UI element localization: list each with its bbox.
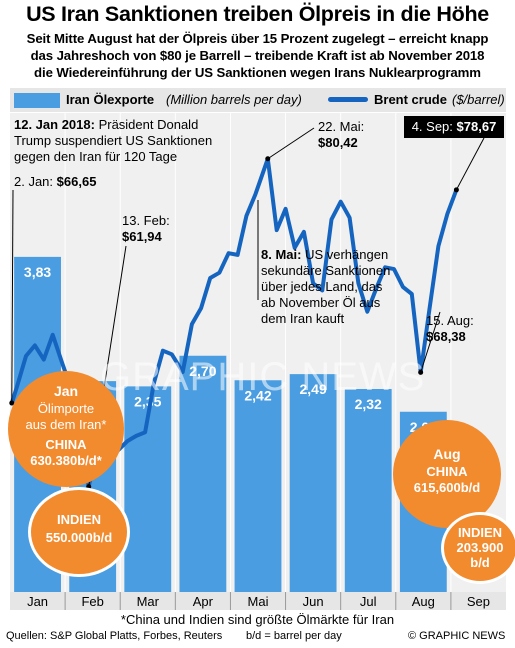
circle-aug-indien-value: 203.900: [456, 540, 504, 555]
x-tick-label: Mai: [248, 594, 269, 609]
x-tick-label: Mar: [137, 594, 160, 609]
line-legend-unit: ($/barrel): [452, 92, 505, 107]
legend: Iran Ölexporte (Million barrels per day)…: [10, 88, 506, 112]
circle-jan-indien-value: 550.000b/d: [45, 530, 113, 545]
bar-legend-unit: (Million barrels per day): [166, 92, 302, 107]
x-tick-label: Sep: [467, 594, 490, 609]
annotation-sep4: 4. Sep: $78,67: [404, 116, 504, 138]
circle-aug-title: Aug: [433, 446, 461, 462]
x-axis-band: [10, 592, 506, 610]
line-legend-swatch: [328, 97, 368, 102]
circle-jan-line2: Ölimporte: [37, 401, 95, 416]
annotation-feb13-value: $61,94: [122, 229, 162, 244]
circle-aug-china: CHINA: [426, 464, 468, 479]
annotation-may8-date: 8. Mai:: [261, 247, 302, 262]
x-tick-label: Aug: [412, 594, 435, 609]
x-tick-label: Jul: [360, 594, 377, 609]
circle-jan-china-value: 630.380b/d*: [30, 453, 102, 468]
credit: © GRAPHIC NEWS: [408, 630, 506, 642]
leader-dot: [453, 187, 459, 193]
annotation-feb13-date: 13. Feb:: [122, 213, 170, 228]
circle-jan-line3: aus dem Iran*: [25, 417, 107, 432]
bar-mai: [234, 380, 282, 592]
sources: Quellen: S&P Global Platts, Forbes, Reut…: [6, 630, 223, 642]
annotation-sep4-date: 4. Sep:: [411, 119, 453, 134]
annotation-aug15: 15. Aug: $68,38: [426, 313, 474, 345]
leader-dot: [418, 369, 424, 375]
annotation-sep4-value: $78,67: [456, 119, 497, 134]
bar-value-label: 3,83: [24, 264, 51, 280]
leader-sep4: [455, 137, 485, 191]
subtitle-line: Seit Mitte August hat der Ölpreis über 1…: [26, 31, 489, 46]
annotation-jan12-line2: Trump suspendiert US Sanktionen: [14, 133, 213, 148]
circle-jan-indien-label: INDIEN: [56, 512, 102, 527]
annotation-jan12-line1: Präsident Donald: [94, 117, 199, 132]
annotation-jan2-value: $66,65: [56, 174, 97, 189]
leader-jan2: [11, 189, 14, 404]
bar-value-label: 2,49: [299, 381, 326, 397]
annotation-may22-date: 22. Mai:: [318, 119, 365, 134]
bar-value-label: 2,32: [355, 396, 382, 412]
x-tick-label: Jun: [303, 594, 324, 609]
annotation-may8: 8. Mai: US verhängen sekundäre Sanktione…: [261, 247, 390, 327]
annotation-may8-line2: sekundäre Sanktionen: [261, 263, 391, 278]
watermark: GRAPHIC NEWS: [100, 355, 426, 399]
leader-dot: [265, 156, 271, 162]
annotation-jan12: 12. Jan 2018: Präsident Donald Trump sus…: [14, 117, 212, 165]
circle-jan-imports: Jan Ölimporte aus dem Iran* CHINA 630.38…: [8, 371, 124, 487]
leader-aug15: [420, 311, 441, 373]
annotation-aug15-value: $68,38: [426, 329, 466, 344]
bar-jun: [289, 374, 337, 592]
bar-apr: [179, 355, 227, 592]
x-tick-label: Jan: [27, 594, 48, 609]
annotation-aug15-date: 15. Aug:: [426, 313, 474, 328]
unit-note: b/d = barrel per day: [246, 630, 342, 642]
bar-jul: [344, 389, 392, 592]
circle-aug-china-value: 615,600b/d: [413, 480, 481, 495]
footnote: *China und Indien sind größte Ölmärkte f…: [120, 612, 395, 627]
line-legend-label: Brent crude: [374, 92, 447, 107]
circle-jan-indien: INDIEN 550.000b/d: [28, 487, 130, 577]
leader-may22: [267, 127, 315, 160]
subtitle-line: die Wiedereinführung der US Sanktionen w…: [34, 65, 481, 80]
annotation-jan12-date: 12. Jan 2018:: [14, 117, 95, 132]
chart-title: US Iran Sanktionen treiben Ölpreis in di…: [26, 2, 489, 26]
annotation-may8-line4: ab November Öl aus: [261, 295, 381, 310]
x-tick-label: Feb: [81, 594, 103, 609]
annotation-may22: 22. Mai: $80,42: [318, 119, 364, 151]
circle-aug-indien-label: INDIEN: [457, 525, 503, 540]
annotation-jan2: 2. Jan: $66,65: [14, 174, 96, 190]
bar-legend-swatch: [14, 93, 60, 108]
annotation-may8-line3: über jedes Land, das: [261, 279, 383, 294]
annotation-jan12-line3: gegen den Iran für 120 Tage: [14, 149, 178, 164]
bar-value-label: 2,42: [244, 387, 271, 403]
annotation-jan2-date: 2. Jan:: [14, 174, 54, 189]
chart-subtitle: Seit Mitte August hat der Ölpreis über 1…: [0, 30, 515, 81]
bar-value-label: 2,35: [134, 393, 161, 409]
bar-value-label: 2,70: [189, 363, 216, 379]
circle-aug-indien-unit: b/d: [470, 555, 490, 570]
circle-jan-china: CHINA: [45, 437, 87, 452]
circle-jan-title: Jan: [53, 383, 79, 399]
annotation-feb13: 13. Feb: $61,94: [122, 213, 170, 245]
circle-aug-imports: Aug CHINA 615,600b/d: [393, 420, 501, 528]
bar-legend-label: Iran Ölexporte: [66, 92, 155, 107]
x-tick-label: Apr: [193, 594, 214, 609]
circle-aug-indien: INDIEN 203.900 b/d: [441, 512, 515, 584]
subtitle-line: das Jahreshoch von $80 je Barrell – trei…: [30, 48, 485, 63]
annotation-may8-line5: dem Iran kauft: [261, 311, 345, 326]
annotation-may8-line1: US verhängen: [301, 247, 389, 262]
annotation-may22-value: $80,42: [318, 135, 358, 150]
